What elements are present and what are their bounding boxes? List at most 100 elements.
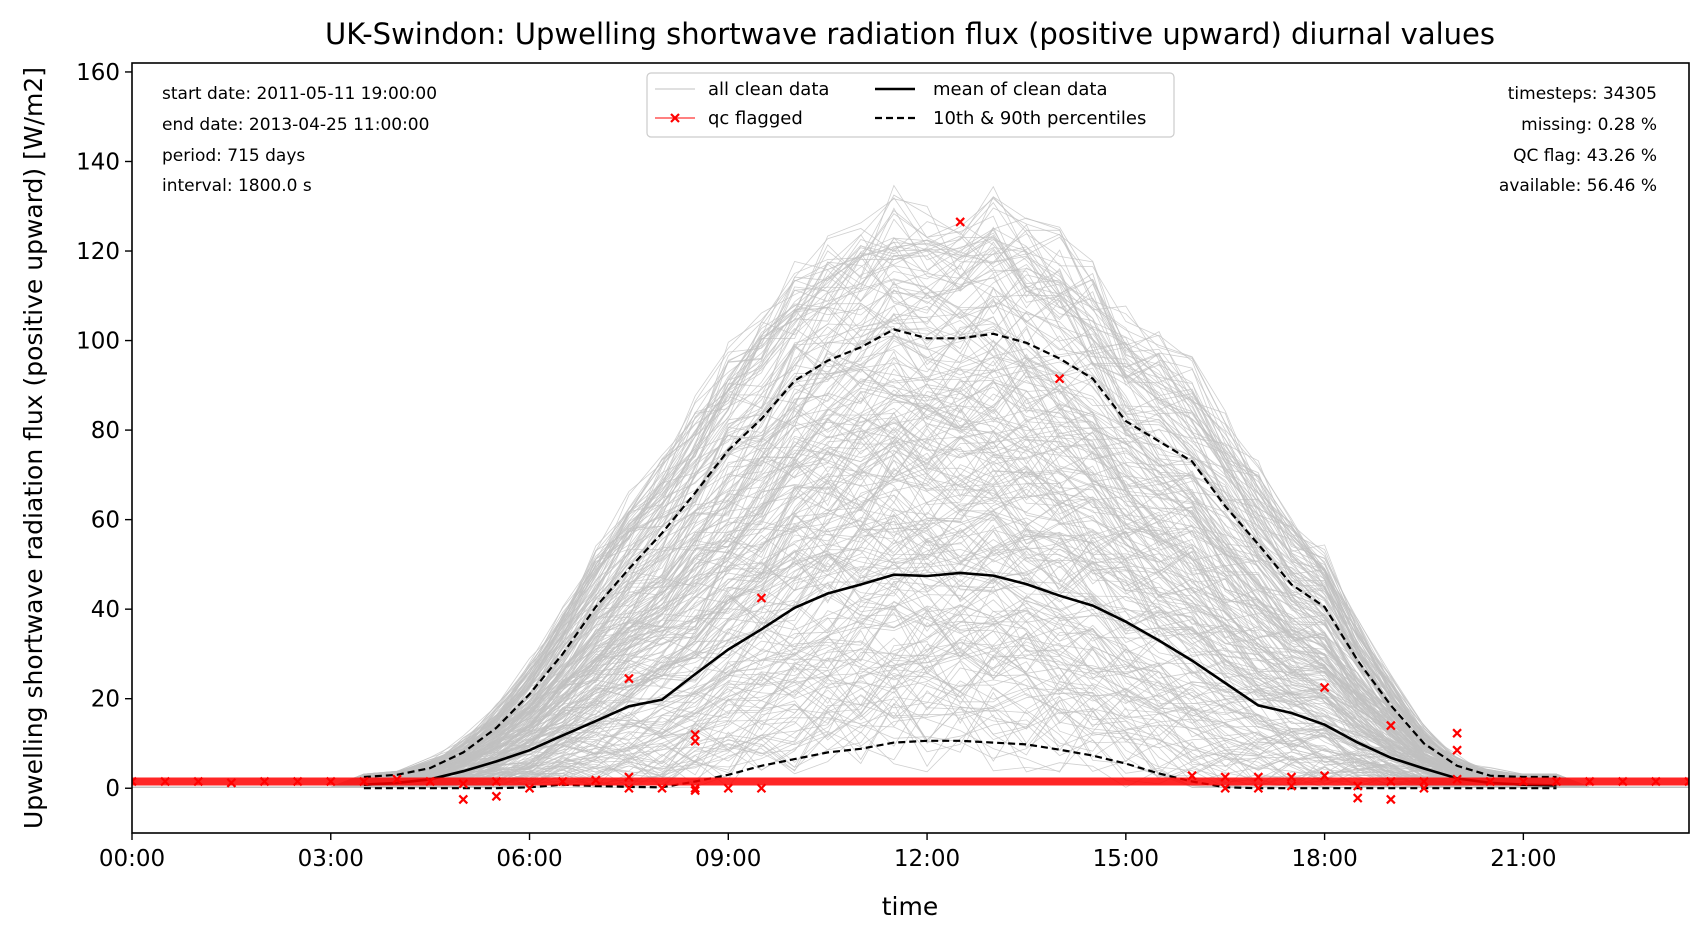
qc-flagged-point: [690, 736, 700, 747]
qc-flagged-point: [624, 783, 634, 794]
clean-data-line: [132, 412, 1689, 788]
start-date-text: start date: 2011-05-11 19:00:00: [162, 84, 437, 104]
x-axis-ticks: 00:00 03:00 06:00 09:00 12:00 15:00 18:00 21:00: [99, 833, 1557, 872]
x-tick-label: 00:00: [99, 846, 165, 872]
clean-data-line: [132, 423, 1689, 788]
clean-data-line: [132, 249, 1689, 788]
qc-flagged-point: [1253, 783, 1264, 794]
clean-data-line: [132, 185, 1689, 788]
clean-data-line: [132, 459, 1689, 788]
missing-text: missing: 0.28 %: [1521, 115, 1657, 135]
x-tick-label: 15:00: [1093, 846, 1159, 872]
clean-data-line: [132, 524, 1689, 788]
qc-flagged-point: [1352, 793, 1363, 803]
x-tick-label: 12:00: [894, 846, 960, 872]
clean-data-line: [132, 423, 1689, 788]
clean-data-line: [132, 559, 1689, 788]
qc-flagged-point: [392, 774, 402, 785]
clean-data-line: [132, 437, 1689, 788]
clean-data-line: [132, 418, 1689, 788]
legend-box: [646, 72, 1175, 138]
qc-flagged-point: [524, 783, 535, 794]
qc-flagged-point: [491, 791, 502, 802]
x-tick-label: 18:00: [1291, 846, 1357, 872]
qc-flagged-markers: [132, 217, 1689, 805]
clean-data-line: [132, 198, 1689, 788]
y-tick-label: 100: [76, 329, 120, 355]
qc-flagged-point: [1452, 774, 1462, 785]
y-tick-label: 20: [91, 687, 120, 713]
legend-label-clean: all clean data: [708, 79, 829, 100]
clean-data-line: [132, 194, 1689, 788]
qc-flagged-point: [425, 776, 435, 787]
legend-label-flag: qc flagged: [708, 108, 803, 129]
y-tick-label: 140: [76, 149, 120, 175]
end-date-text: end date: 2013-04-25 11:00:00: [162, 115, 429, 135]
qc-flagged-point: [1452, 745, 1462, 755]
clean-data-line: [132, 285, 1689, 788]
clean-data-line: [132, 494, 1689, 788]
percentile-90-line: [363, 328, 1557, 779]
qc-flagged-point: [325, 776, 336, 787]
clean-data-line: [132, 577, 1689, 788]
qc-flagged-point: [1220, 772, 1230, 782]
clean-data-line: [132, 269, 1689, 788]
qc-flagged-point: [193, 776, 204, 787]
clean-data-line: [132, 601, 1689, 788]
clean-data-line: [132, 229, 1689, 788]
qc-flagged-point: [657, 783, 667, 794]
qc-flagged-point: [690, 785, 700, 796]
qc-flagged-point: [292, 776, 303, 787]
clean-data-line: [132, 427, 1689, 788]
plot-area: [131, 62, 1690, 834]
qc-flagged-point: [756, 783, 767, 794]
clean-data-line: [132, 600, 1689, 788]
clean-data-line: [132, 426, 1689, 788]
qc-flagged-point: [458, 778, 469, 789]
y-tick-label: 120: [76, 239, 120, 265]
qc-flagged-point: [591, 775, 601, 785]
clean-data-line: [132, 495, 1689, 788]
qc-flagged-point: [226, 778, 237, 788]
qc-flagged-point: [1584, 776, 1595, 787]
clean-data-line: [132, 494, 1689, 788]
qc-flagged-point: [1286, 772, 1297, 782]
y-tick-label: 160: [76, 60, 120, 86]
qc-flagged-point: [1485, 776, 1496, 787]
clean-data-line: [132, 540, 1689, 788]
qc-flagged-point: [259, 776, 270, 787]
info-left: start date: 2011-05-11 19:00:00 end date…: [162, 84, 437, 196]
y-tick-label: 60: [91, 508, 120, 534]
clean-data-line: [132, 218, 1689, 788]
clean-data-line: [132, 525, 1689, 788]
qc-flagged-point: [1518, 776, 1529, 787]
clean-data-line: [132, 224, 1689, 788]
clean-data-line: [132, 287, 1689, 788]
clean-data-line: [132, 246, 1689, 788]
qc-flagged-point: [1253, 772, 1264, 782]
clean-data-line: [132, 591, 1689, 788]
clean-data-line: [132, 289, 1689, 788]
x-tick-label: 06:00: [496, 846, 562, 872]
clean-data-line: [132, 226, 1689, 788]
clean-data-line: [132, 422, 1689, 788]
clean-data-line: [132, 237, 1689, 788]
clean-data-line: [132, 197, 1689, 788]
clean-data-line: [132, 572, 1689, 788]
qc-flagged-point: [1651, 776, 1661, 787]
qc-flagged-point: [690, 783, 700, 794]
qc-flagged-point: [955, 217, 965, 227]
mean-data-line: [363, 571, 1557, 787]
available-text: available: 56.46 %: [1499, 176, 1657, 196]
clean-data-line: [132, 477, 1689, 788]
qc-flagged-point: [557, 776, 568, 787]
x-tick-label: 21:00: [1490, 846, 1556, 872]
qc-flagged-point: [1054, 373, 1065, 384]
x-tick-label: 03:00: [298, 846, 364, 872]
clean-data-line: [132, 289, 1689, 788]
period-text: period: 715 days: [162, 146, 305, 166]
qc-flagged-point: [1352, 781, 1363, 791]
qc-flagged-point: [1187, 770, 1197, 781]
clean-data-lines: [132, 184, 1689, 788]
